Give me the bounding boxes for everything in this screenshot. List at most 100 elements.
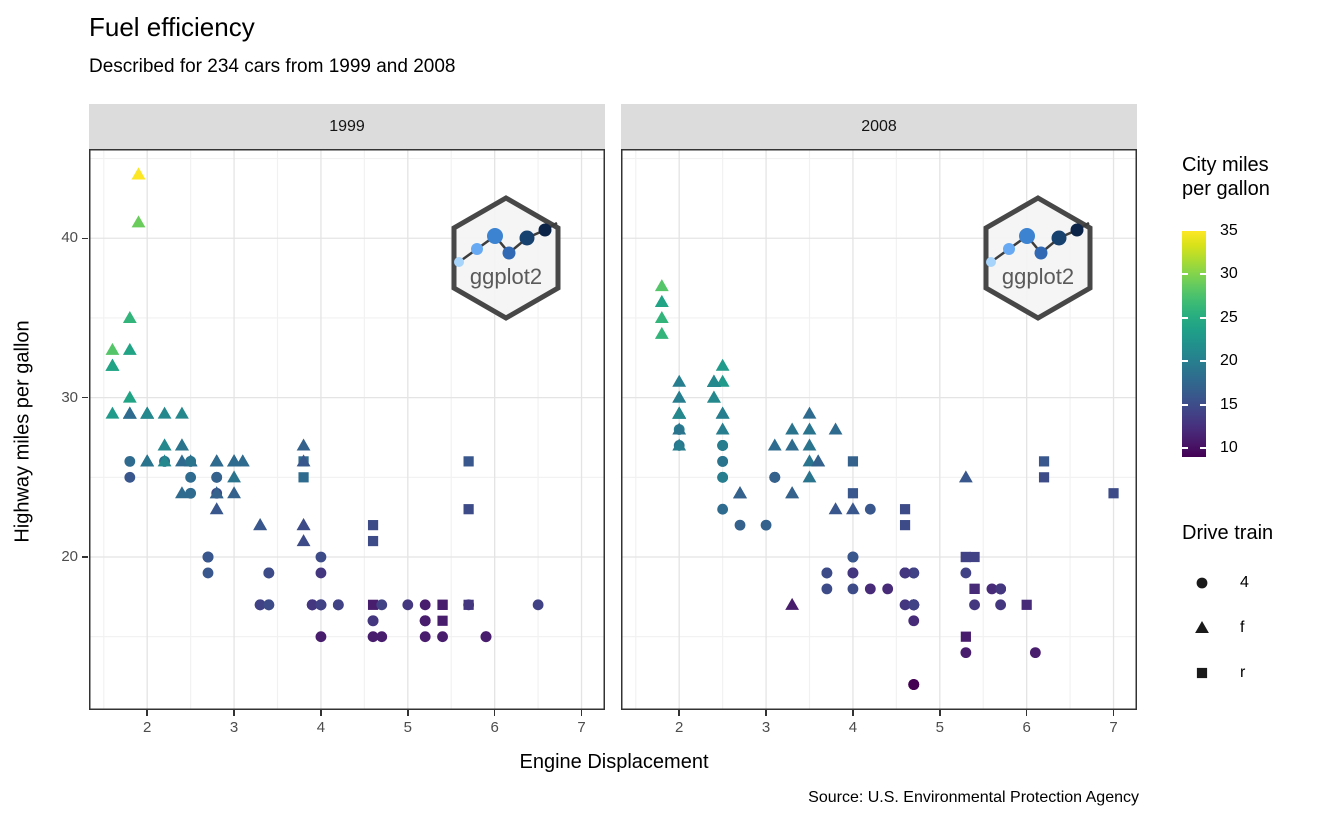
data-point bbox=[734, 519, 746, 531]
x-axis-tick bbox=[1025, 710, 1028, 716]
data-point bbox=[209, 454, 224, 467]
y-axis-tick-label: 40 bbox=[61, 229, 78, 247]
data-point bbox=[733, 486, 747, 499]
data-point bbox=[828, 422, 843, 435]
plot-subtitle: Described for 234 cars from 1999 and 200… bbox=[89, 56, 456, 77]
data-points bbox=[654, 279, 1119, 690]
data-point bbox=[367, 535, 379, 547]
data-point bbox=[254, 599, 266, 611]
facet-strip-label: 2008 bbox=[861, 117, 897, 135]
data-point bbox=[717, 471, 729, 483]
data-point bbox=[715, 374, 730, 387]
data-point bbox=[672, 390, 687, 403]
data-point bbox=[769, 471, 781, 483]
data-point bbox=[140, 454, 155, 467]
colorbar-tick bbox=[1182, 316, 1188, 319]
data-point bbox=[802, 470, 817, 483]
facet-strip-2008: 2008 bbox=[621, 104, 1137, 149]
facet-strip-1999: 1999 bbox=[89, 104, 605, 149]
data-point bbox=[376, 631, 388, 643]
plot-title: Fuel efficiency bbox=[89, 12, 255, 42]
data-point bbox=[785, 438, 800, 451]
colorbar-tick-label: 10 bbox=[1220, 439, 1238, 457]
data-point bbox=[437, 615, 448, 626]
colorbar-title-line2: per gallon bbox=[1182, 178, 1270, 201]
data-point bbox=[995, 583, 1007, 595]
x-axis-tick bbox=[233, 710, 235, 716]
x-axis-tick bbox=[493, 710, 496, 716]
logo-data-dot bbox=[1019, 228, 1035, 244]
data-point bbox=[760, 519, 772, 531]
data-point bbox=[1021, 599, 1032, 610]
data-point bbox=[672, 406, 687, 419]
data-point bbox=[785, 486, 800, 499]
data-point bbox=[846, 502, 860, 515]
colorbar-tick-label: 35 bbox=[1220, 222, 1238, 239]
data-point bbox=[437, 631, 448, 643]
data-point bbox=[157, 406, 172, 419]
data-point bbox=[654, 295, 669, 307]
x-axis-tick-label: 7 bbox=[1109, 719, 1118, 736]
data-point bbox=[717, 455, 729, 467]
data-point bbox=[253, 518, 268, 531]
x-axis-tick-label: 4 bbox=[848, 719, 858, 736]
logo-data-dot bbox=[1034, 246, 1048, 260]
data-point bbox=[654, 310, 669, 323]
x-axis-title: Engine Displacement bbox=[519, 751, 709, 773]
data-point bbox=[306, 599, 318, 611]
data-point bbox=[367, 599, 379, 610]
data-point bbox=[202, 567, 214, 579]
data-point bbox=[960, 631, 971, 642]
data-point bbox=[1038, 456, 1050, 467]
data-point bbox=[847, 551, 859, 563]
colorbar-tick bbox=[1182, 403, 1188, 406]
data-point bbox=[707, 374, 721, 387]
panel-border bbox=[621, 149, 1137, 710]
data-point bbox=[124, 471, 136, 483]
data-point bbox=[960, 551, 971, 563]
data-point bbox=[802, 438, 817, 451]
data-point bbox=[899, 599, 911, 611]
data-point bbox=[672, 422, 687, 435]
data-point bbox=[654, 279, 669, 292]
data-point bbox=[717, 503, 729, 515]
data-point bbox=[1108, 488, 1119, 499]
colorbar-tick-label: 25 bbox=[1220, 308, 1238, 326]
colorbar-tick bbox=[1200, 403, 1206, 406]
data-point bbox=[185, 455, 197, 467]
colorbar-tick-label: 30 bbox=[1220, 265, 1238, 283]
colorbar-tick bbox=[1182, 273, 1188, 276]
colorbar-tick bbox=[1200, 273, 1206, 276]
y-axis-tick bbox=[82, 237, 88, 239]
data-point bbox=[1038, 472, 1050, 483]
colorbar-tick bbox=[1200, 360, 1206, 363]
data-point bbox=[175, 406, 189, 419]
colorbar-tick bbox=[1182, 447, 1188, 450]
data-point bbox=[175, 486, 189, 499]
data-point bbox=[227, 454, 241, 467]
legend-key-label: f bbox=[1240, 619, 1245, 636]
legend-key-circle-icon bbox=[1196, 577, 1208, 589]
data-point bbox=[209, 502, 224, 515]
colorbar-tick-label: 15 bbox=[1220, 395, 1238, 413]
colorbar-tick bbox=[1200, 316, 1206, 319]
data-point bbox=[175, 454, 189, 467]
data-point bbox=[209, 486, 224, 499]
colorbar-title-line1: City miles bbox=[1182, 154, 1269, 176]
data-point bbox=[908, 567, 920, 579]
colorbar-tick bbox=[1200, 447, 1206, 450]
data-point bbox=[298, 472, 309, 483]
data-point bbox=[263, 599, 275, 611]
data-point bbox=[864, 583, 876, 595]
data-point bbox=[124, 455, 136, 467]
x-axis-tick-label: 6 bbox=[490, 719, 499, 736]
data-point bbox=[715, 422, 730, 435]
data-point bbox=[367, 631, 379, 643]
data-point bbox=[707, 390, 721, 403]
data-point bbox=[227, 486, 241, 499]
data-point bbox=[847, 567, 859, 579]
shape-legend-title: Drive train bbox=[1182, 522, 1274, 544]
colorbar-tick bbox=[1182, 360, 1188, 363]
legend-key-label: 4 bbox=[1240, 574, 1249, 591]
data-point bbox=[202, 551, 214, 563]
